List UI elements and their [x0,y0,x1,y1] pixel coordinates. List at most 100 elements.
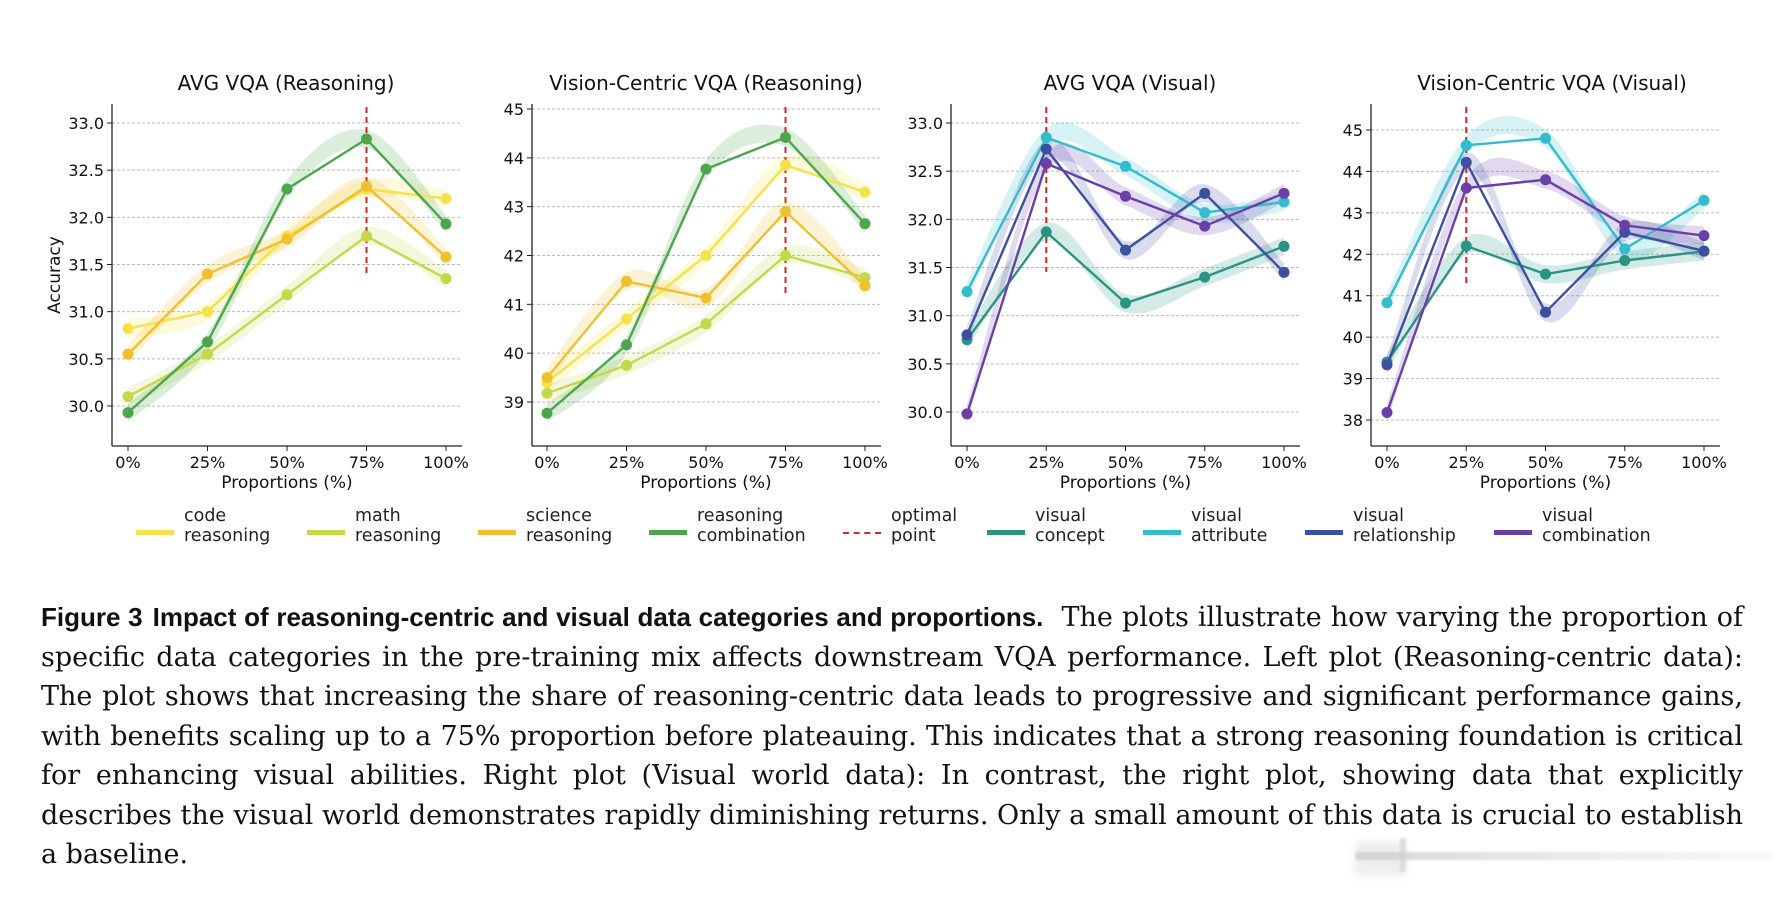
data-point [961,408,973,420]
data-point [122,348,134,360]
x-tick-label: 25% [1028,453,1064,472]
data-point [1120,160,1131,172]
legend-item-code-reasoning: code reasoning [136,506,270,546]
data-point [202,268,213,280]
legend-swatch-dashed [843,532,881,534]
legend-swatch [649,530,687,535]
data-point [1278,196,1290,208]
y-tick-label: 43 [504,198,524,217]
legend-item-math-reasoning: math reasoning [307,506,441,546]
data-point [1040,157,1052,169]
x-axis-label: Proportions (%) [640,473,771,493]
y-axis-label: Accuracy [45,236,65,314]
series-math-reasoning [541,250,871,399]
data-point [361,133,372,145]
y-tick-label: 33.0 [907,114,943,133]
data-point [1619,219,1631,231]
y-tick-label: 30.0 [907,403,943,422]
data-point [1698,230,1710,242]
data-point [440,192,452,204]
data-point [700,250,712,261]
series-visual-relationship [961,143,1290,341]
series-science-reasoning [122,180,452,360]
x-tick-label: 75% [1187,453,1223,472]
x-tick-label: 25% [190,453,226,472]
x-tick-label: 100% [1681,453,1727,472]
series-code-reasoning [541,159,871,388]
legend-label: code reasoning [184,506,271,546]
y-tick-label: 45 [1343,121,1363,140]
data-point [1460,156,1472,168]
series-visual-combination [961,157,1290,420]
data-point [1381,297,1393,309]
legend-item-science-reasoning: science reasoning [478,506,612,546]
data-point [1278,187,1290,199]
y-tick-label: 45 [504,100,524,119]
x-tick-label: 25% [1448,453,1484,472]
y-tick-label: 33.0 [68,114,104,133]
y-tick-label: 38 [1343,411,1363,430]
data-point [621,275,632,287]
data-point [122,323,134,335]
data-point [541,387,553,399]
y-tick-label: 30.0 [68,397,104,416]
y-tick-label: 44 [504,149,524,168]
confidence-band [128,177,446,364]
y-tick-label: 43 [1343,204,1363,223]
chart-panel-1: AVG VQA (Reasoning) 30.0 30.5 31.0 31.5 32.0 3… [45,71,469,493]
data-point [440,273,452,285]
x-tick-label: 75% [1607,453,1643,472]
y-tick-label: 32.0 [907,210,943,229]
series-line [546,136,866,415]
legend-label: science reasoning [526,506,613,546]
data-point [1381,359,1393,371]
data-point [1120,244,1131,256]
data-point [122,407,134,419]
y-tick-label: 31.5 [68,256,104,275]
data-point [621,359,632,371]
data-point [961,329,973,341]
x-tick-label: 0% [954,453,979,472]
data-point [361,230,372,242]
x-tick-label: 0% [1374,453,1399,472]
data-point [700,163,712,175]
data-point [1619,255,1631,266]
watermark [1355,838,1775,878]
data-point [700,318,712,330]
legend-item-visual-relationship: visual relationship [1305,506,1456,546]
legend-item-optimal-point: optimal point [843,506,957,546]
figure-panels: AVG VQA (Reasoning) 30.0 30.5 31.0 31.5 32.0 3… [45,71,1727,493]
data-point [780,159,791,171]
data-point [1278,240,1290,252]
y-tick-label: 42 [1343,245,1363,264]
data-point [1698,194,1710,206]
x-tick-label: 100% [423,453,469,472]
legend-swatch [307,530,345,535]
data-point [281,183,293,195]
figure-caption: Figure 3 Impact of reasoning-centric and … [41,598,1743,875]
data-point [1460,182,1472,194]
legend-label: visual relationship [1353,506,1456,546]
data-point [859,280,871,292]
chart-panel-3: AVG VQA (Visual) 30.0 30.5 31.0 31.5 32.0 32.5… [907,71,1307,493]
y-tick-label: 32.0 [68,208,104,227]
x-tick-label: 0% [534,453,559,472]
series-visual-attribute [961,131,1290,298]
series-math-reasoning [122,230,452,403]
data-point [1120,190,1131,202]
y-tick-label: 39 [504,393,524,412]
data-point [281,289,293,301]
legend-swatch [1494,530,1532,535]
data-point [440,218,452,230]
y-tick-label: 31.5 [907,259,943,278]
data-point [202,306,213,318]
data-point [621,339,632,351]
data-point [859,186,871,198]
x-axis-label: Proportions (%) [1060,473,1191,493]
data-point [1540,174,1551,186]
legend-item-visual-attribute: visual attribute [1143,506,1267,546]
x-tick-label: 75% [349,453,385,472]
data-point [700,292,712,304]
y-tick-label: 40 [504,344,524,363]
x-axis-label: Proportions (%) [221,473,352,493]
